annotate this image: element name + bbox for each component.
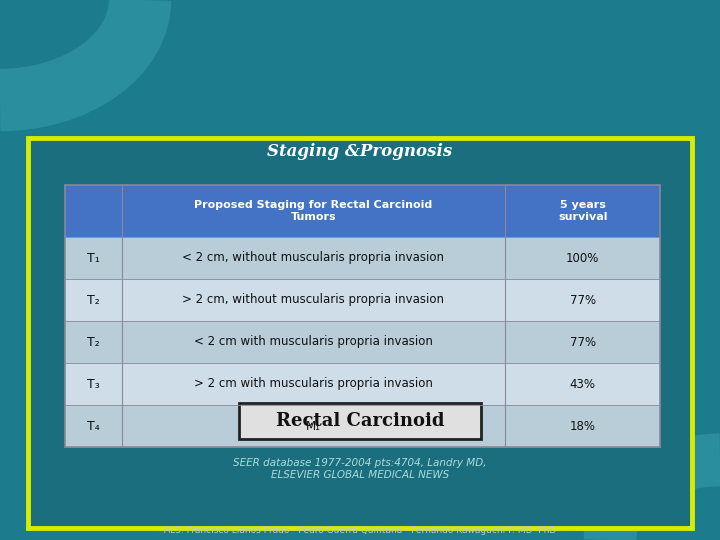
- Text: Staging &Prognosis: Staging &Prognosis: [267, 144, 453, 160]
- Text: < 2 cm with muscularis propria invasion: < 2 cm with muscularis propria invasion: [194, 335, 433, 348]
- Text: 43%: 43%: [570, 377, 595, 390]
- FancyBboxPatch shape: [65, 185, 660, 237]
- Text: 5 years
survival: 5 years survival: [558, 200, 608, 222]
- Text: Rectal Carcinoid: Rectal Carcinoid: [276, 412, 444, 430]
- Text: 77%: 77%: [570, 335, 595, 348]
- FancyBboxPatch shape: [239, 403, 481, 439]
- Text: M₁: M₁: [306, 420, 321, 433]
- Text: T₂: T₂: [87, 294, 99, 307]
- Text: T₃: T₃: [87, 377, 99, 390]
- FancyBboxPatch shape: [65, 321, 660, 363]
- FancyBboxPatch shape: [65, 279, 660, 321]
- Text: T₄: T₄: [87, 420, 99, 433]
- Text: > 2 cm with muscularis propria invasion: > 2 cm with muscularis propria invasion: [194, 377, 433, 390]
- Text: ALS: Francisco Llanos Prado - Pedro Guerra Quintana - Fernando Kawaguchi P. MD  : ALS: Francisco Llanos Prado - Pedro Guer…: [164, 526, 556, 535]
- Text: > 2 cm, without muscularis propria invasion: > 2 cm, without muscularis propria invas…: [182, 294, 444, 307]
- FancyBboxPatch shape: [65, 363, 660, 405]
- Text: 18%: 18%: [570, 420, 595, 433]
- FancyBboxPatch shape: [28, 138, 692, 528]
- Text: SEER database 1977-2004 pts:4704, Landry MD,
ELSEVIER GLOBAL MEDICAL NEWS: SEER database 1977-2004 pts:4704, Landry…: [233, 458, 487, 480]
- Text: 100%: 100%: [566, 252, 599, 265]
- FancyBboxPatch shape: [65, 237, 660, 279]
- Text: T₂: T₂: [87, 335, 99, 348]
- Text: 77%: 77%: [570, 294, 595, 307]
- Text: Proposed Staging for Rectal Carcinoid
Tumors: Proposed Staging for Rectal Carcinoid Tu…: [194, 200, 433, 222]
- FancyBboxPatch shape: [65, 405, 660, 447]
- Text: T₁: T₁: [87, 252, 99, 265]
- Text: < 2 cm, without muscularis propria invasion: < 2 cm, without muscularis propria invas…: [182, 252, 444, 265]
